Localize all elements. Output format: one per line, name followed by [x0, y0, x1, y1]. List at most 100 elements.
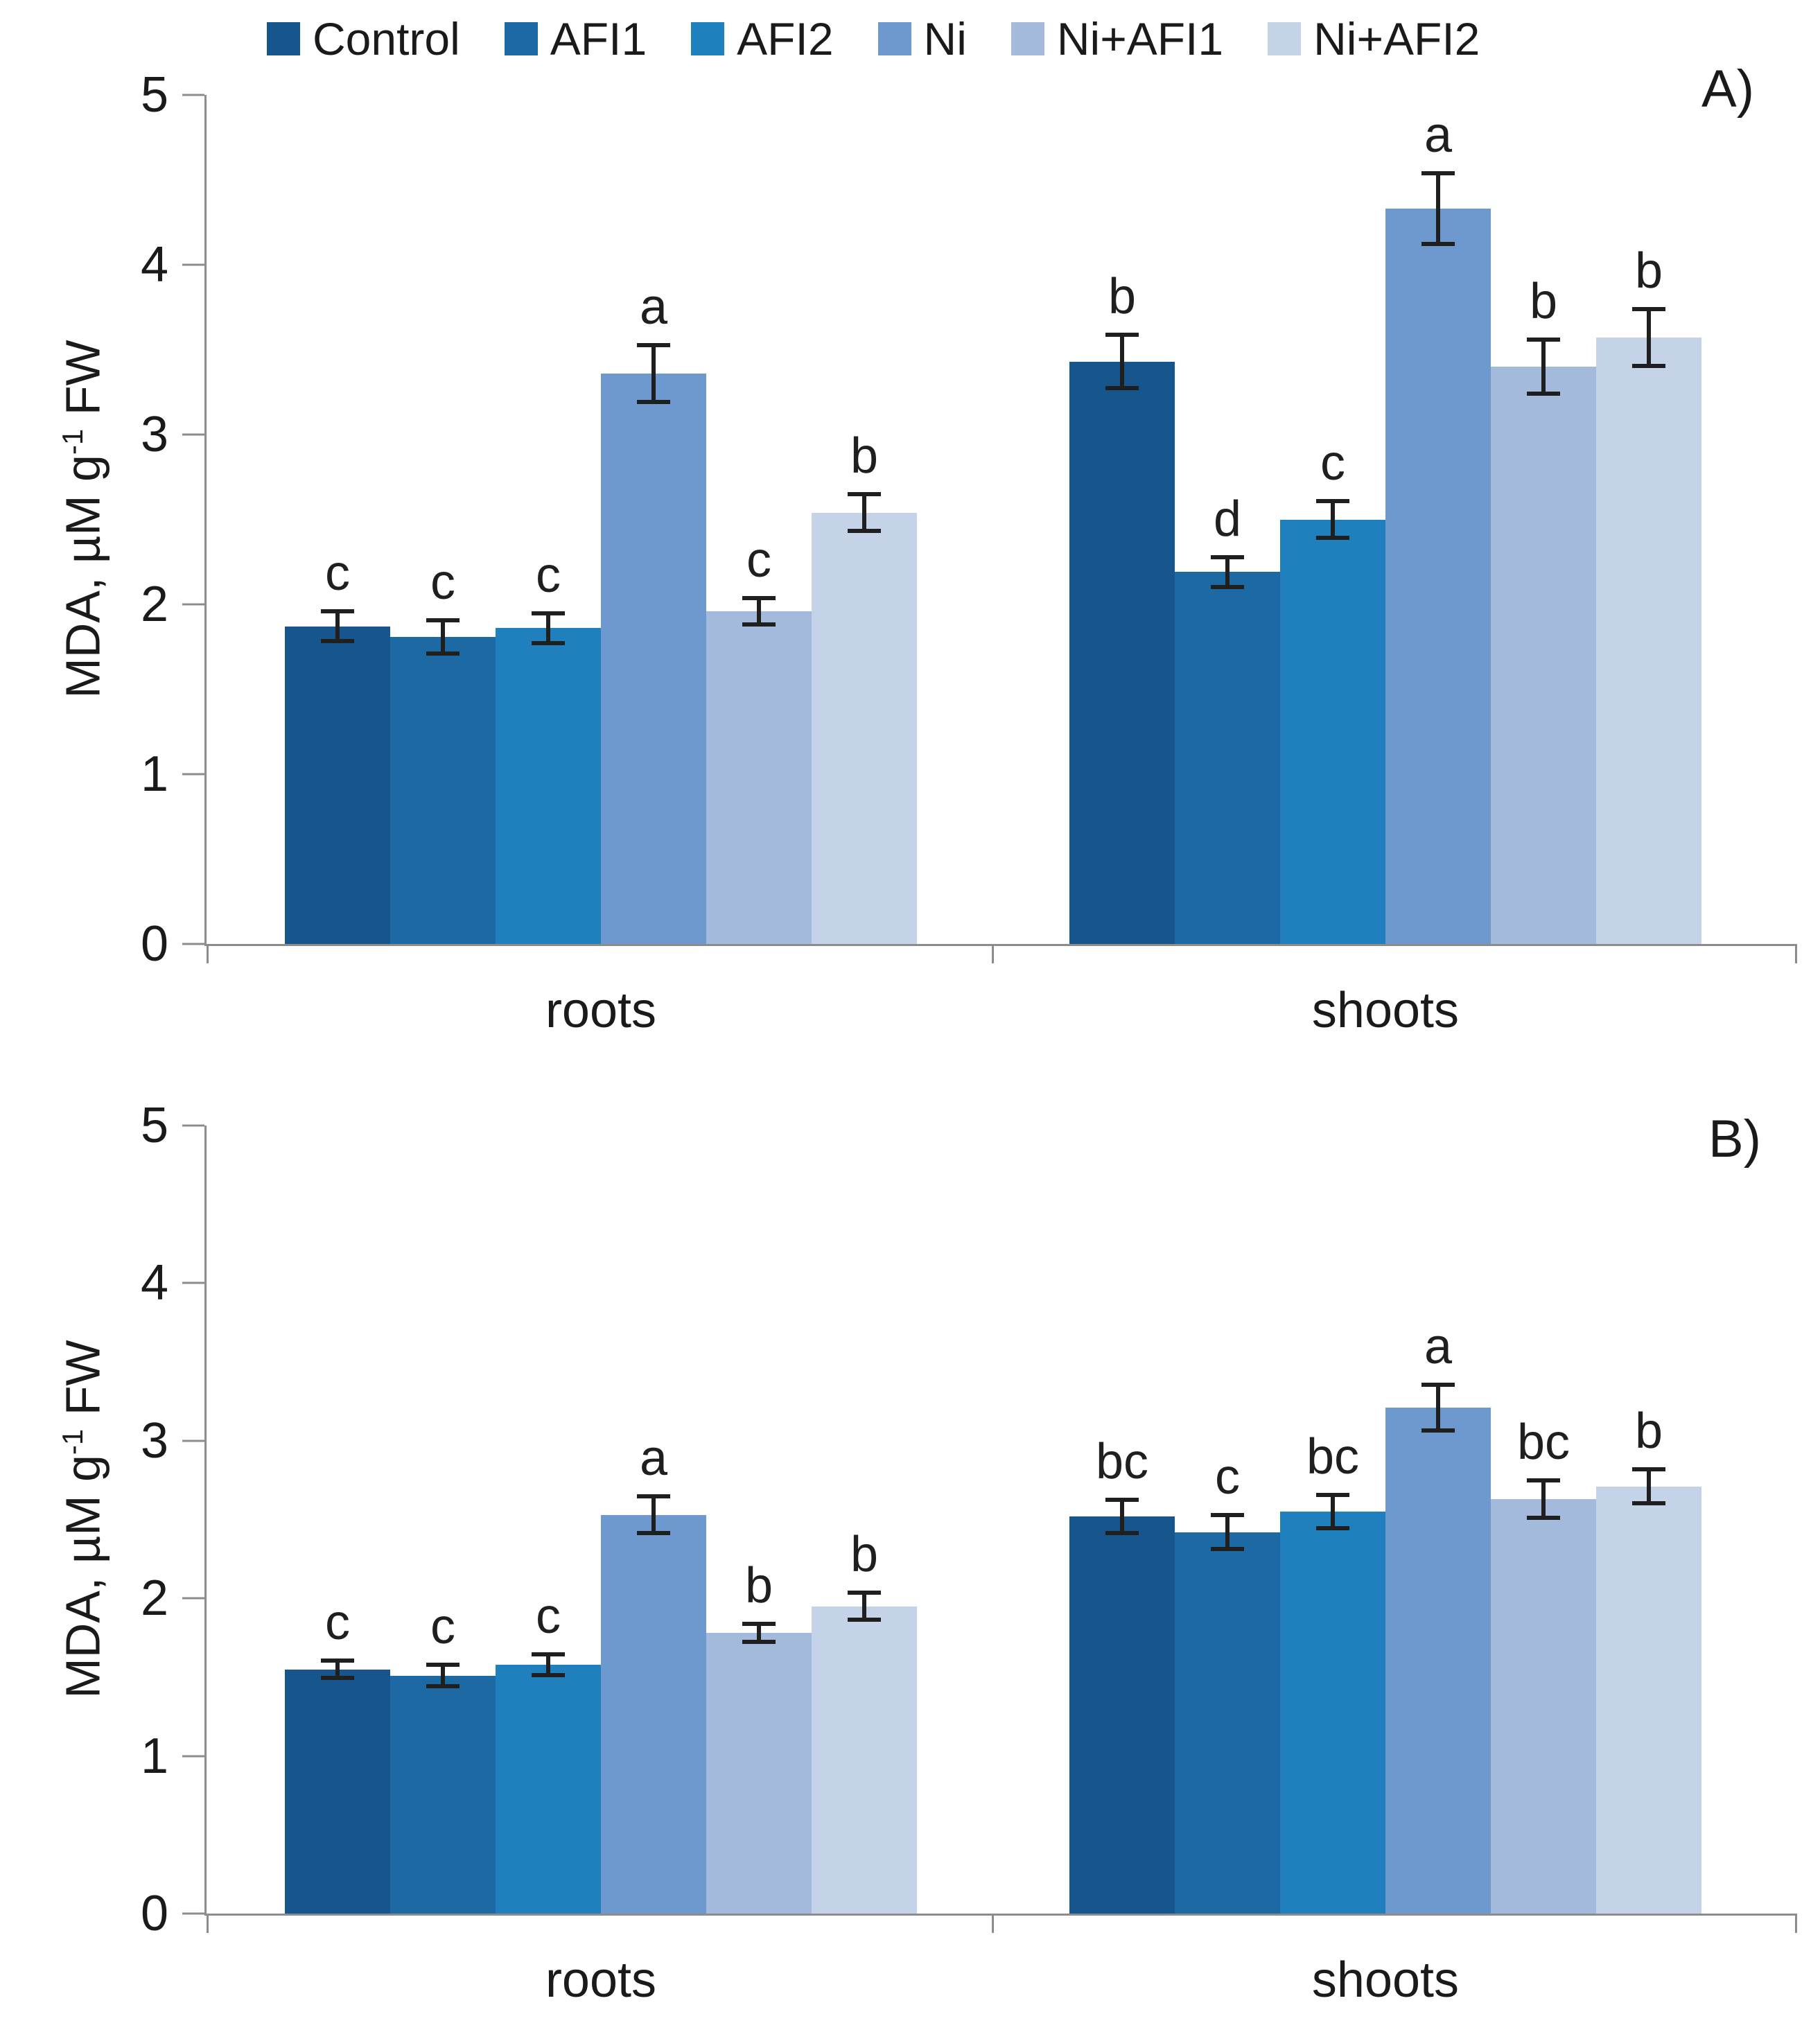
error-bar-line [441, 618, 445, 656]
error-bar-line [651, 342, 656, 404]
legend-swatch-icon [691, 22, 725, 55]
x-axis-tick [207, 1914, 209, 1933]
error-bar-cap-top [848, 492, 881, 497]
error-bar-cap-top [742, 595, 776, 600]
y-axis-title-superscript: -1 [56, 428, 89, 455]
category-label-roots: roots [545, 1952, 657, 2008]
legend-swatch-icon [267, 22, 300, 55]
error-bar-line [1647, 1467, 1651, 1506]
error-bar [1105, 333, 1139, 391]
error-bar-line [1541, 338, 1546, 396]
significance-letter: c [1320, 435, 1345, 491]
y-axis-tick [182, 1439, 204, 1442]
bar-shoots-Ni [1385, 209, 1491, 944]
error-bar-cap-top [1316, 1492, 1349, 1497]
x-axis-tick [992, 1914, 995, 1933]
error-bar-cap-bottom [637, 399, 670, 404]
bar-cell-shoots-Ni+AFI1: bc [1491, 1126, 1596, 1914]
error-bar-cap-bottom [848, 1618, 881, 1622]
significance-letter: bc [1516, 1415, 1570, 1471]
bar-roots-Control [285, 626, 390, 944]
error-bar-cap-top [426, 618, 460, 622]
bar-roots-AFI1 [390, 1675, 496, 1914]
legend-item-Ni+AFI2: Ni+AFI2 [1268, 12, 1480, 65]
error-bar [637, 1494, 670, 1536]
y-axis-tick [182, 1597, 204, 1600]
bar-cell-shoots-Ni: a [1385, 95, 1491, 944]
significance-letter: b [1529, 274, 1558, 330]
bar-shoots-AFI2 [1280, 519, 1385, 944]
x-axis-tick [1795, 1914, 1797, 1933]
x-axis-tick [992, 944, 995, 963]
error-bar [1527, 338, 1560, 396]
error-bar-cap-top [1632, 307, 1665, 312]
bar-shoots-Ni [1385, 1408, 1491, 1914]
significance-letter: c [746, 532, 771, 588]
bar-cell-roots-Ni+AFI1: c [706, 95, 812, 944]
bar-cell-roots-Ni+AFI2: b [812, 95, 917, 944]
bar-cell-shoots-Control: b [1069, 95, 1175, 944]
legend-swatch-icon [1268, 22, 1302, 55]
error-bar-line [651, 1494, 656, 1536]
error-bar-cap-top [1316, 499, 1349, 504]
error-bar [321, 609, 354, 644]
error-bar [1211, 1513, 1244, 1551]
error-bar [1421, 1382, 1455, 1433]
error-bar-cap-top [637, 1494, 670, 1499]
bar-cell-roots-Ni: a [601, 95, 706, 944]
legend-item-Ni+AFI1: Ni+AFI1 [1010, 12, 1223, 65]
error-bar-line [335, 1658, 340, 1681]
error-bar-cap-bottom [1632, 364, 1665, 369]
bar-cell-shoots-Control: bc [1069, 1126, 1175, 1914]
legend-label: Ni+AFI2 [1313, 13, 1480, 64]
bar-cell-shoots-AFI1: c [1175, 1126, 1280, 1914]
bar-cell-shoots-Ni: a [1385, 1126, 1491, 1914]
significance-letter: a [1424, 107, 1453, 164]
panel-label-b: B) [1708, 1110, 1761, 1169]
significance-letter: c [536, 1588, 561, 1644]
bar-cell-roots-AFI2: c [496, 95, 601, 944]
bar-shoots-Control [1069, 1516, 1175, 1914]
legend-label: AFI1 [550, 13, 647, 64]
significance-letter: c [325, 545, 350, 602]
error-bar-cap-top [1211, 1513, 1244, 1518]
chart-panel-a: Control AFI1 AFI2 Ni Ni+AFI1 Ni+AFI2 A) MDA, … [55, 12, 1797, 1038]
significance-letter: b [744, 1558, 773, 1614]
y-axis-tick [182, 433, 204, 436]
error-bar-cap-top [321, 609, 354, 614]
error-bar [742, 1622, 776, 1645]
error-bar-cap-bottom [1316, 535, 1349, 540]
error-bar [1316, 1492, 1349, 1531]
x-axis-tick [1795, 944, 1797, 963]
error-bar-line [335, 609, 340, 644]
y-axis-tick [182, 603, 204, 606]
error-bar-cap-top [321, 1658, 354, 1663]
significance-letter: b [1634, 1403, 1663, 1460]
legend-swatch-icon [504, 22, 538, 55]
y-axis-tick-label: 4 [140, 237, 168, 292]
error-bar-cap-bottom [1527, 1515, 1560, 1520]
chart-panel-b: B) MDA, µM g-1 FW 0 1 2 3 4 5 c c c a b b roots bc c bc… [0, 1088, 1820, 2039]
y-axis-tick-label: 3 [140, 407, 168, 462]
y-axis-tick-label: 3 [140, 1412, 168, 1469]
bar-cell-shoots-Ni+AFI2: b [1596, 95, 1701, 944]
error-bar-cap-bottom [1316, 1526, 1349, 1531]
category-label-roots: roots [545, 983, 657, 1038]
legend-swatch-icon [877, 22, 911, 55]
y-axis-tick-label: 1 [140, 1728, 168, 1784]
error-bar-line [1331, 1492, 1335, 1531]
error-bar [1632, 307, 1665, 369]
bar-cell-roots-Ni+AFI1: b [706, 1126, 812, 1914]
bar-shoots-Ni+AFI1 [1491, 367, 1596, 944]
error-bar-cap-bottom [532, 1672, 565, 1677]
bar-cell-roots-AFI1: c [390, 95, 496, 944]
error-bar-cap-top [1527, 338, 1560, 342]
error-bar [532, 1652, 565, 1677]
bar-cell-roots-AFI2: c [496, 1126, 601, 1914]
y-axis-tick-label: 5 [140, 1098, 168, 1153]
y-axis-tick-label: 1 [140, 746, 168, 802]
error-bar [637, 342, 670, 404]
y-axis-tick [182, 773, 204, 776]
error-bar-cap-top [1421, 1382, 1455, 1387]
significance-letter: b [850, 428, 879, 484]
